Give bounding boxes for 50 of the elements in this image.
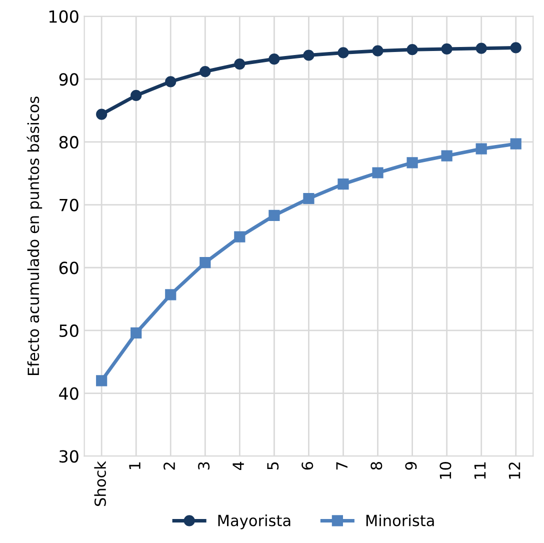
x-tick-label: 3 (198, 462, 210, 470)
y-tick-label: 70 (60, 198, 78, 212)
y-tick-label: 60 (59, 262, 78, 274)
x-tick-label: 10 (440, 462, 452, 479)
x-tick-label: 6 (302, 462, 314, 470)
point (510, 42, 522, 54)
x-tick-label: 5 (267, 462, 279, 470)
point (200, 66, 211, 78)
point (406, 44, 418, 56)
point (476, 143, 487, 154)
y-tick-label: 40 (59, 387, 78, 400)
point (372, 45, 384, 56)
legend-label: Mayorista (218, 514, 290, 530)
point (510, 138, 522, 150)
point (234, 58, 246, 70)
point (338, 47, 349, 58)
y-axis-title: Efecto acumulado en puntos básicos (26, 96, 42, 376)
point (303, 50, 314, 61)
y-tick-label: 30 (60, 450, 78, 463)
point (338, 178, 349, 190)
x-tick-label: 9 (405, 462, 417, 470)
x-tick-label: 2 (164, 462, 175, 470)
point (303, 192, 314, 204)
point (372, 167, 384, 178)
y-tick-label: 90 (59, 73, 78, 86)
point (130, 90, 142, 102)
x-tick-label: Shock (94, 461, 106, 506)
point (200, 257, 211, 268)
point (165, 76, 176, 88)
x-tick-label: 12 (508, 462, 520, 479)
x-tick-label: 7 (336, 462, 348, 470)
x-tick-label: 4 (232, 462, 244, 470)
x-tick-label: 1 (129, 462, 140, 470)
y-tick-label: 80 (59, 136, 78, 149)
point (234, 231, 246, 242)
point (130, 327, 142, 339)
point (268, 210, 280, 222)
point (441, 43, 452, 55)
point (96, 375, 108, 386)
point (406, 157, 418, 168)
x-tick-label: 8 (370, 462, 382, 470)
point (165, 289, 176, 300)
point (441, 150, 452, 162)
point (96, 108, 108, 120)
y-tick-label: 50 (60, 324, 78, 338)
x-tick-label: 11 (474, 462, 486, 479)
legend-label: Minorista (366, 514, 434, 526)
point (268, 53, 280, 65)
point (476, 42, 487, 54)
y-tick-label: 100 (49, 10, 78, 23)
